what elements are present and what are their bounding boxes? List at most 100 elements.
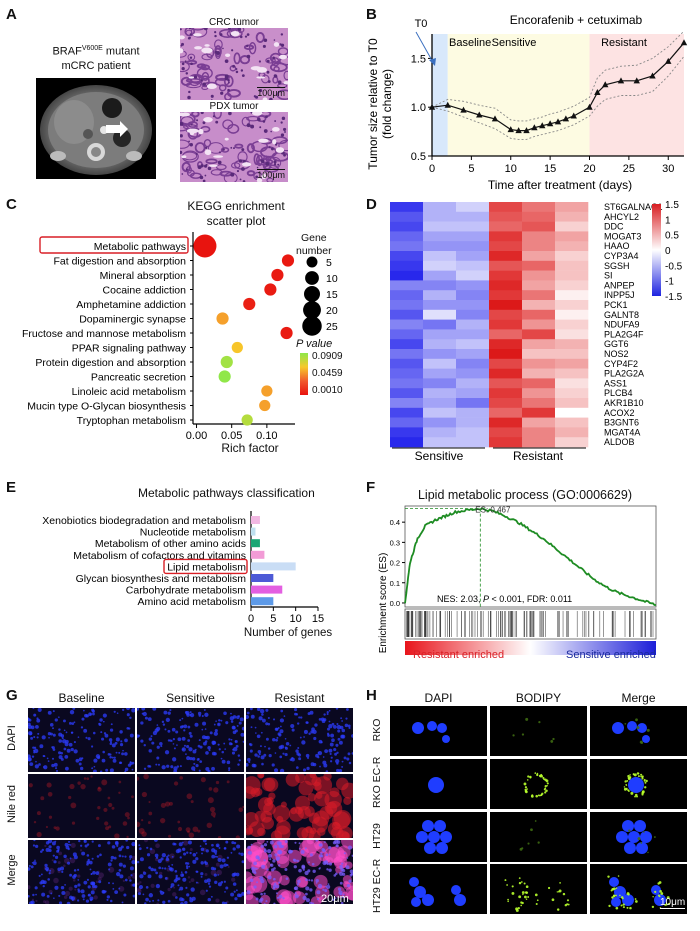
heatmap-cell xyxy=(423,231,457,242)
heatmap-cell xyxy=(522,300,556,311)
heatmap-cell xyxy=(390,378,424,389)
heatmap-cell xyxy=(555,260,589,271)
kegg-category-label: Amphetamine addiction xyxy=(76,299,186,311)
colorbar-label: 1.5 xyxy=(665,200,679,211)
kegg-dot xyxy=(218,370,231,383)
classification-category-label: Xenobiotics biodegradation and metabolis… xyxy=(42,515,246,527)
size-legend-label: 25 xyxy=(326,321,338,333)
gene-label: GALNT8 xyxy=(604,310,639,320)
gene-label: MGAT4A xyxy=(604,427,640,437)
heatmap-cell xyxy=(390,407,424,418)
heatmap-cell xyxy=(489,300,523,311)
heatmap-cell xyxy=(390,417,424,428)
heatmap-cell xyxy=(489,319,523,330)
g-tile-nile-red-sensitive xyxy=(137,774,244,838)
kegg-category-label: Cocaine addiction xyxy=(103,285,187,297)
heatmap-cell xyxy=(555,398,589,409)
size-legend-dot xyxy=(303,285,321,303)
heatmap-cell xyxy=(423,339,457,350)
group-label-resistant: Resistant xyxy=(513,449,564,463)
classification-bar xyxy=(251,562,296,571)
lipid-metabolism-highlight xyxy=(163,558,248,575)
g-tile-dapi-resistant xyxy=(246,708,353,772)
heatmap-cell xyxy=(555,329,589,340)
data-point xyxy=(523,127,530,134)
heatmap-cell xyxy=(555,221,589,232)
heatmap-cell xyxy=(555,388,589,399)
chart-b-xtick: 15 xyxy=(544,163,556,175)
gene-label: PLCB4 xyxy=(604,388,633,398)
heatmap-cell xyxy=(456,309,490,320)
heatmap-cell xyxy=(489,368,523,379)
h-tile-rko-ec-r-bodipy xyxy=(490,759,587,809)
heatmap-cell xyxy=(456,319,490,330)
data-point xyxy=(491,115,499,122)
heatmap-cell xyxy=(555,427,589,438)
data-point xyxy=(602,81,609,88)
gene-label: B3GNT6 xyxy=(604,418,639,428)
gene-label: PLA2G4F xyxy=(604,329,644,339)
g-tile-dapi-sensitive xyxy=(137,708,244,772)
kegg-dot xyxy=(243,297,256,311)
lower-band-line xyxy=(431,56,685,140)
gene-label: SI xyxy=(604,271,613,281)
kegg-dot xyxy=(220,355,233,369)
size-legend-label: 15 xyxy=(326,289,338,301)
upper-band-line xyxy=(431,30,685,122)
gene-label: HAAO xyxy=(604,241,630,251)
heatmap-cell xyxy=(489,309,523,320)
gene-label: AKR1B10 xyxy=(604,398,644,408)
group-label-sensitive: Sensitive xyxy=(415,449,464,463)
kegg-xlabel: Rich factor xyxy=(221,441,279,455)
classification-bar xyxy=(251,550,265,559)
h-col-bodipy: BODIPY xyxy=(515,691,562,705)
heatmap-cell xyxy=(456,329,490,340)
heatmap-cell xyxy=(522,417,556,428)
heatmap-cell xyxy=(489,388,523,399)
heatmap-cell xyxy=(456,427,490,438)
heatmap-cell xyxy=(522,349,556,360)
heatmap-cell xyxy=(489,211,523,222)
h-row-label-ht29-ec-r: HT29 EC-R xyxy=(371,858,383,913)
classification-category-label: Carbohydrate metabolism xyxy=(126,585,246,597)
heatmap-cell xyxy=(489,290,523,301)
heatmap-cell xyxy=(555,270,589,281)
chart-b-xtick: 0 xyxy=(429,163,435,175)
panel-label-h: H xyxy=(366,687,377,704)
h-tile-rko-ec-r-merge xyxy=(590,759,687,809)
colorbar-label: 0 xyxy=(665,246,671,257)
data-point xyxy=(680,39,688,46)
tumor-size-chart: 0.5 1.0 1.5 0 5 10 15 20 25 30 Encorafenib + cetu… xyxy=(366,13,688,192)
heatmap-cell xyxy=(555,407,589,418)
gsea-ytick: 0.0 xyxy=(390,599,400,608)
panel-label-f: F xyxy=(366,479,376,496)
heatmap-cell xyxy=(522,260,556,271)
heatmap-cell xyxy=(522,437,556,448)
heatmap-cell xyxy=(522,221,556,232)
kegg-dot xyxy=(271,268,284,282)
heatmap-cell xyxy=(390,349,424,360)
pvalue-colorbar xyxy=(300,353,308,395)
heatmap-cell xyxy=(555,437,589,448)
heatmap-cell xyxy=(555,280,589,291)
heatmap-cell xyxy=(390,398,424,409)
gene-label: ACOX2 xyxy=(604,408,635,418)
heatmap-cell xyxy=(456,300,490,311)
kegg-category-label: Dopaminergic synapse xyxy=(79,314,186,326)
h-tile-rko-ec-r-dapi xyxy=(390,759,487,809)
heatmap-cell xyxy=(456,398,490,409)
pvalue-legend-mid: 0.0459 xyxy=(312,368,343,379)
g-tile-merge-baseline xyxy=(28,840,135,904)
heatmap-cell xyxy=(522,339,556,350)
h-tile-ht29-ec-r-merge xyxy=(590,864,687,914)
classification-bar xyxy=(251,574,274,582)
heatmap-cell xyxy=(489,221,523,232)
pdx-tumor-label: PDX tumor xyxy=(209,101,259,112)
heatmap-cell xyxy=(390,202,424,213)
heatmap-cell xyxy=(522,211,556,222)
size-legend-dot xyxy=(306,256,318,268)
data-point xyxy=(665,57,672,64)
colorbar-label: -1 xyxy=(665,277,674,288)
heatmap-cell xyxy=(489,202,523,213)
gsea-ytick: 0.3 xyxy=(390,538,400,547)
